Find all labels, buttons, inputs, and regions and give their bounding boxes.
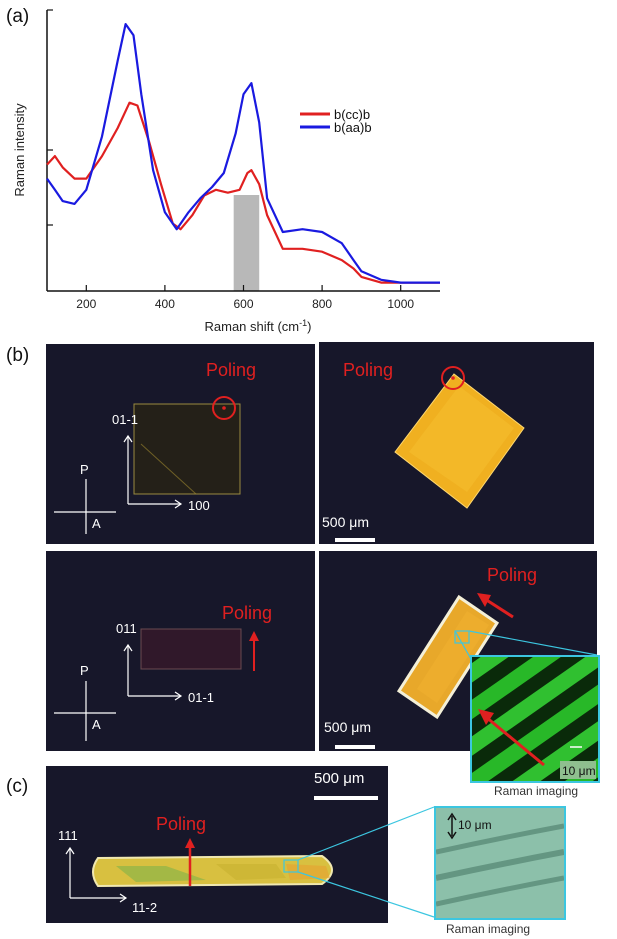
inset-scale-label: 10 μm <box>562 764 596 778</box>
panel-label-a: (a) <box>6 6 30 27</box>
photo-b-bottom-left: Poling 011 01-1 P A <box>46 551 315 751</box>
photo-b-top-right: Poling 500 μm <box>319 342 594 544</box>
x-tick-label: 600 <box>233 297 253 311</box>
photo-c: 500 μm Poling 111 11-2 <box>46 766 388 923</box>
poling-label: Poling <box>343 360 394 380</box>
axis-label-right: 01-1 <box>188 690 215 705</box>
panel-label-c: (c) <box>6 776 29 797</box>
axis-label-up: 111 <box>58 828 78 843</box>
raman-inset-b: 10 μm <box>470 655 600 783</box>
polarizer-a-label: A <box>92 516 101 531</box>
poling-arrow-icon <box>485 715 545 767</box>
inset-marker <box>454 630 470 644</box>
poling-arrow-icon <box>484 597 514 619</box>
y-axis-label: Raman intensity <box>12 103 27 197</box>
scale-label: 500 μm <box>314 770 365 787</box>
raman-caption-c: Raman imaging <box>446 922 531 936</box>
raman-inset-c: 10 μm <box>434 806 566 920</box>
raman-caption-b: Raman imaging <box>494 784 579 798</box>
axis-label-up: 01-1 <box>112 412 139 427</box>
scale-label: 500 μm <box>322 514 369 530</box>
axis-label-up: 011 <box>116 621 137 636</box>
legend: b(cc)b b(aa)b <box>300 107 372 135</box>
crystal-bar <box>140 628 242 670</box>
photo-b-top-left: Poling 01-1 100 P A <box>46 344 315 544</box>
scale-bar <box>335 538 375 542</box>
crystal-square <box>133 403 241 495</box>
series-lines <box>46 23 440 284</box>
x-tick-label: 200 <box>76 297 96 311</box>
inset-scale-label: 10 μm <box>458 818 492 832</box>
polarizer-a-label: A <box>92 717 101 732</box>
x-ticks: 200 400 600 800 1000 <box>76 285 414 311</box>
raman-chart: 200 400 600 800 1000 Raman intensity Raman s… <box>12 9 440 334</box>
highlight-band <box>233 195 260 291</box>
polarizer-p-label: P <box>80 663 89 678</box>
x-tick-label: 1000 <box>387 297 414 311</box>
x-axis-label: Raman shift (cm-1) <box>205 318 312 334</box>
x-tick-label: 800 <box>312 297 332 311</box>
legend-label-aa: b(aa)b <box>334 120 372 135</box>
poling-circle-icon <box>212 396 236 420</box>
scale-bar <box>314 796 378 800</box>
poling-label: Poling <box>487 565 538 585</box>
inset-marker <box>283 859 299 873</box>
legend-label-cc: b(cc)b <box>334 107 370 122</box>
panel-label-b: (b) <box>6 345 30 366</box>
polarizer-p-label: P <box>80 462 89 477</box>
poling-label: Poling <box>206 360 257 380</box>
poling-label: Poling <box>156 814 207 834</box>
axis-label-right: 11-2 <box>132 900 158 915</box>
scale-bar <box>335 745 375 749</box>
poling-label: Poling <box>222 603 273 623</box>
poling-circle-icon <box>441 366 465 390</box>
axis-label-right: 100 <box>188 498 210 513</box>
series-line-0 <box>46 101 440 284</box>
x-tick-label: 400 <box>155 297 175 311</box>
series-line-1 <box>46 23 440 284</box>
scale-label: 500 μm <box>324 719 371 735</box>
